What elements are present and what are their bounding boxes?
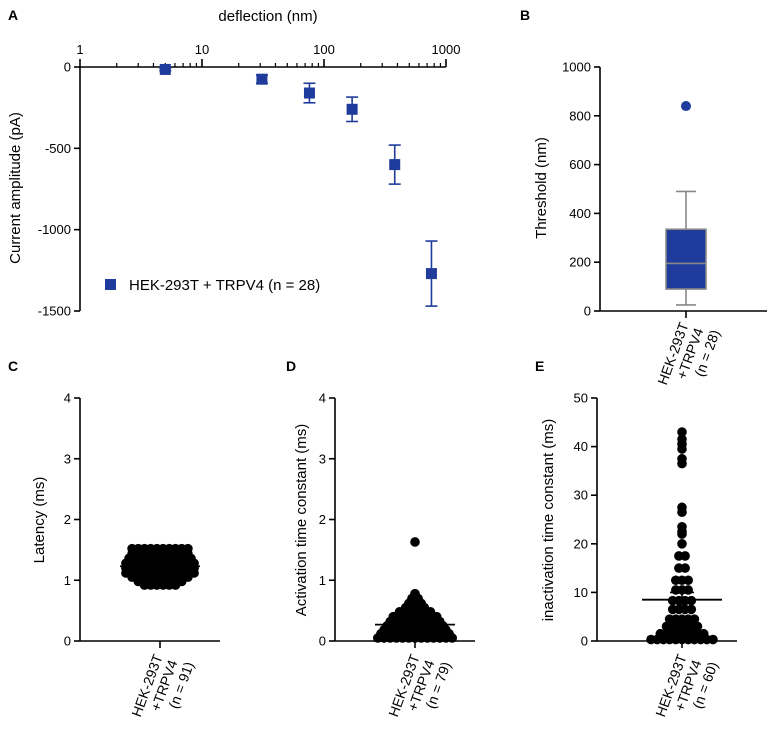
- panel-d-ytick-label: 1: [319, 573, 326, 588]
- panel-a-xtick-label: 100: [313, 42, 335, 57]
- panel-b-ytick-label: 0: [584, 304, 591, 319]
- panel-e-ytick-label: 50: [574, 391, 588, 406]
- panel-e-data-point: [677, 521, 687, 532]
- panel-e-data-point: [698, 628, 709, 639]
- panel-c-data-point: [183, 543, 193, 554]
- panel-label-d: D: [286, 358, 296, 374]
- panel-e-ytick-label: 20: [574, 536, 588, 551]
- panel-c-category-label: HEK-293T +TRPV4 (n = 91): [128, 649, 197, 730]
- panel-e-data-point: [686, 595, 697, 606]
- panel-e-data-point: [692, 621, 703, 632]
- panel-d-ytick-label: 0: [319, 634, 326, 649]
- panel-a-data-point: [159, 63, 171, 75]
- panel-a-data-point: [425, 268, 437, 280]
- panel-d-category-label: HEK-293T +TRPV4 (n = 79): [385, 649, 454, 730]
- panel-a-ytick-label: -1000: [38, 222, 71, 237]
- panel-d-data-point: [410, 537, 420, 547]
- panel-e-data-point: [677, 434, 687, 445]
- panel-e-data-point: [686, 604, 697, 615]
- panel-c-ytick-label: 2: [64, 512, 71, 527]
- panel-d-ytick-label: 4: [319, 391, 326, 406]
- panel-b-category-label: HEK-293T +TRPV4 (n = 28): [654, 317, 723, 398]
- panel-a-ytick-label: -1500: [38, 304, 71, 319]
- panel-a-data-point: [303, 87, 315, 99]
- panel-a-xlabel: deflection (nm): [218, 8, 317, 25]
- panel-e-data-point: [677, 427, 687, 437]
- panel-e-data-point: [680, 563, 690, 573]
- panel-d-ytick-label: 3: [319, 451, 326, 466]
- panel-c-ylabel: Latency (ms): [31, 477, 48, 564]
- panel-e-ylabel: inactivation time constant (ms): [540, 419, 557, 622]
- panel-a-xtick-label: 10: [195, 42, 209, 57]
- panel-c-ytick-label: 0: [64, 634, 71, 649]
- panel-e-ytick-label: 30: [574, 488, 588, 503]
- panel-e-data-point: [689, 614, 700, 624]
- panel-e-category-label: HEK-293T +TRPV4 (n = 60): [652, 649, 721, 730]
- panel-e-data-point: [677, 539, 687, 549]
- panel-c-ytick-label: 3: [64, 451, 71, 466]
- panel-e-data-point: [708, 634, 718, 645]
- panel-a-legend-label: HEK-293T + TRPV4 (n = 28): [129, 277, 320, 294]
- panel-b-outlier: [681, 101, 691, 112]
- panel-d-ylabel: Activation time constant (ms): [293, 424, 310, 617]
- panel-c-ytick-label: 4: [64, 391, 71, 406]
- panel-label-e: E: [535, 358, 544, 374]
- panel-b-ytick-label: 400: [569, 206, 591, 221]
- panel-b-ylabel: Threshold (nm): [533, 137, 550, 239]
- panel-e-ytick-label: 10: [574, 585, 588, 600]
- panel-b-ytick-label: 1000: [562, 60, 591, 75]
- panel-e-data-point: [680, 551, 690, 561]
- panel-a-ytick-label: -500: [45, 141, 71, 156]
- panel-e-ytick-label: 40: [574, 439, 588, 454]
- panel-a-ytick-label: 0: [64, 60, 71, 75]
- panel-c-ytick-label: 1: [64, 573, 71, 588]
- panel-label-b: B: [520, 7, 530, 23]
- panel-label-c: C: [8, 358, 18, 374]
- panel-a-xtick-label: 1: [76, 42, 83, 57]
- panel-d-ytick-label: 2: [319, 512, 326, 527]
- panel-a-xtick-label: 1000: [432, 42, 461, 57]
- panel-a-legend-marker: [105, 279, 116, 290]
- panel-a-data-point: [256, 73, 268, 85]
- panel-a-ylabel: Current amplitude (pA): [7, 112, 24, 264]
- panel-a-data-point: [346, 103, 358, 115]
- panel-b-box: [665, 228, 707, 290]
- panel-e-ytick-label: 0: [581, 634, 588, 649]
- panel-b-ytick-label: 600: [569, 157, 591, 172]
- panel-e-data-point: [683, 585, 693, 595]
- panel-d-data-point: [410, 588, 420, 599]
- panel-e-data-point: [677, 502, 687, 513]
- panel-e-data-point: [683, 575, 693, 586]
- panel-label-a: A: [8, 7, 18, 23]
- panel-a-data-point: [389, 159, 401, 171]
- panel-b-ytick-label: 200: [569, 255, 591, 270]
- panel-e-data-point: [677, 453, 687, 464]
- panel-b-ytick-label: 800: [569, 108, 591, 123]
